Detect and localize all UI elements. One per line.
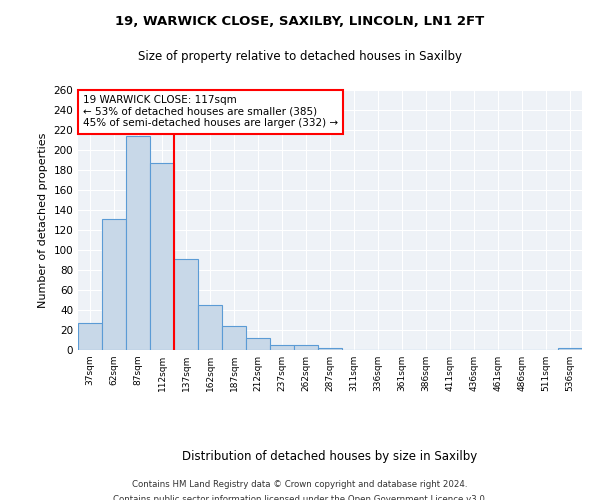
Text: Contains public sector information licensed under the Open Government Licence v3: Contains public sector information licen… [113,495,487,500]
Text: Contains HM Land Registry data © Crown copyright and database right 2024.: Contains HM Land Registry data © Crown c… [132,480,468,489]
Bar [198,305,222,350]
Bar [102,219,126,350]
Bar [150,163,174,350]
Bar [558,348,582,350]
Bar [174,259,198,350]
Text: Distribution of detached houses by size in Saxilby: Distribution of detached houses by size … [182,450,478,463]
Y-axis label: Number of detached properties: Number of detached properties [38,132,48,308]
Bar [270,345,294,350]
Bar [294,345,318,350]
Bar [126,136,150,350]
Text: Size of property relative to detached houses in Saxilby: Size of property relative to detached ho… [138,50,462,63]
Text: 19, WARWICK CLOSE, SAXILBY, LINCOLN, LN1 2FT: 19, WARWICK CLOSE, SAXILBY, LINCOLN, LN1… [115,15,485,28]
Bar [318,348,342,350]
Text: 19 WARWICK CLOSE: 117sqm
← 53% of detached houses are smaller (385)
45% of semi-: 19 WARWICK CLOSE: 117sqm ← 53% of detach… [83,95,338,128]
Bar [78,323,102,350]
Bar [246,338,270,350]
Bar [222,326,246,350]
